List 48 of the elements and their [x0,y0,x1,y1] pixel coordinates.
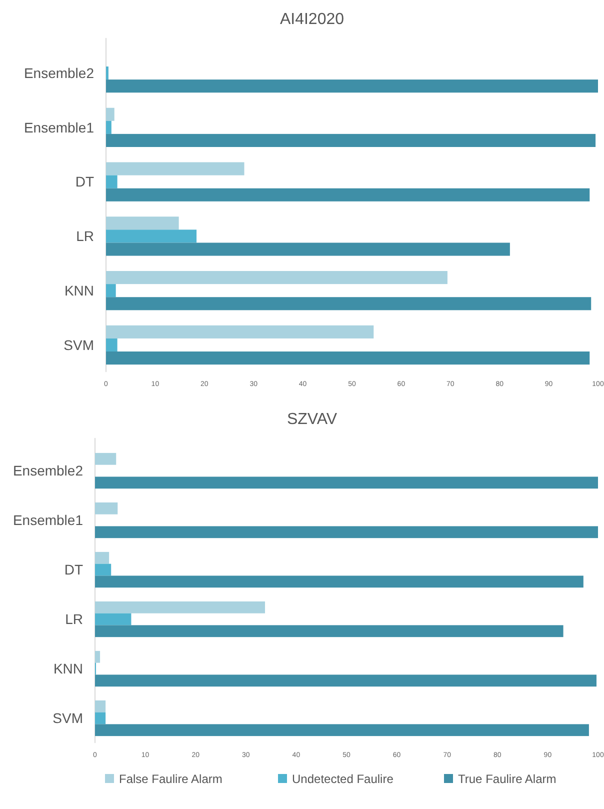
bar [95,724,589,736]
bar [106,352,590,365]
bar [95,625,564,638]
bar [95,613,132,626]
y-tick-label: LR [65,611,83,628]
chart-title: AI4I2020 [280,11,344,28]
bar [106,80,598,93]
legend-label: Undetected Faulire [292,772,394,786]
y-tick-label: KNN [53,660,83,677]
bar [95,601,266,614]
bar [95,576,584,588]
y-tick-label: SVM [52,710,83,726]
y-tick-label: LR [76,228,94,244]
bar [106,134,596,147]
bar [106,188,590,202]
bar [95,526,598,538]
bar [106,216,179,230]
bar [106,297,592,310]
y-tick-label: Ensemble2 [12,462,84,479]
bar [106,230,197,243]
bar [95,564,112,576]
bar [106,325,374,338]
bar [106,162,244,176]
y-tick-label: Ensemble1 [12,512,84,528]
bar [95,552,110,564]
y-tick-label: SVM [64,336,94,353]
bar [106,271,448,284]
bar [95,700,106,712]
y-tick-label: DT [75,174,94,190]
y-tick-label: KNN [64,282,94,298]
legend-label: True Faulire Alarm [458,772,556,786]
bar [95,712,106,724]
bar [106,242,510,256]
y-tick-label: Ensemble2 [24,64,94,81]
bar [106,120,112,134]
bar [95,476,598,489]
bar [106,108,114,121]
bar [106,338,118,352]
bar [95,674,596,687]
bar [106,175,118,188]
y-tick-label: DT [64,562,84,578]
bar [95,650,100,663]
y-tick-label: Ensemble1 [24,119,94,136]
bar [95,502,118,514]
bar [95,452,116,465]
bar [106,284,116,298]
chart-title: SZVAV [286,411,338,428]
legend-label: False Faulire Alarm [119,772,222,786]
